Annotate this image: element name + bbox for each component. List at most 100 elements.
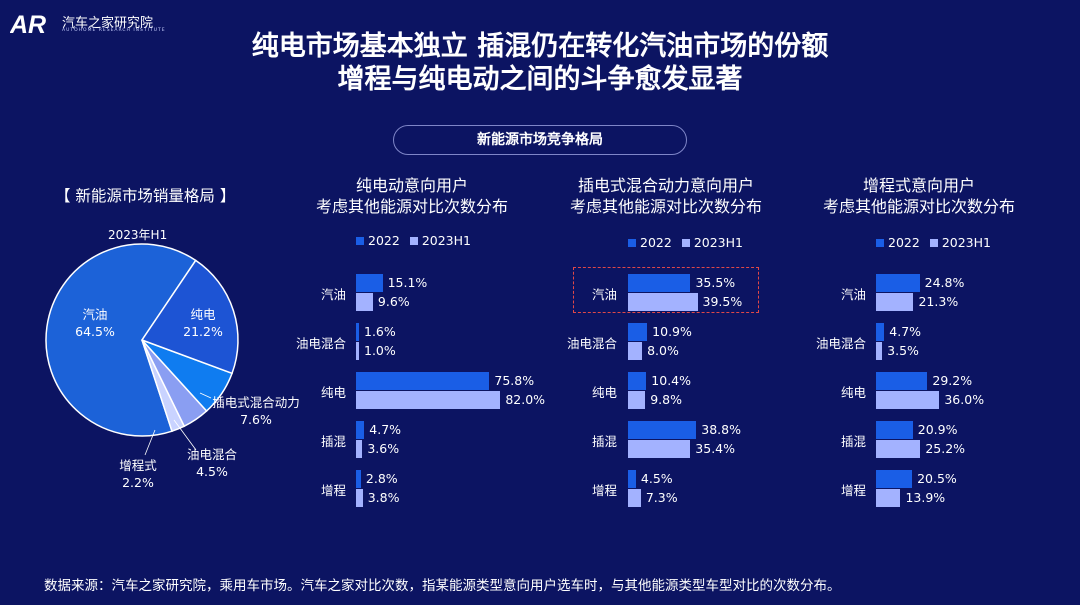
category-label: 插混 (591, 434, 617, 449)
bar-2023h1 (628, 440, 691, 458)
bar-2022 (628, 323, 648, 341)
bar-2022 (876, 421, 913, 439)
bar-value-label: 35.5% (695, 275, 736, 290)
bar-value-label: 25.2% (925, 441, 966, 456)
bar-2022 (876, 274, 920, 292)
category-label: 油电混合 (815, 336, 866, 351)
pie-label-value: 64.5% (75, 324, 115, 339)
bar-2023h1 (876, 391, 940, 409)
legend-swatch-2023h1 (929, 238, 938, 247)
legend-swatch-2022 (876, 238, 884, 247)
bar-value-label: 35.4% (695, 441, 736, 456)
pie-leader-line (144, 429, 156, 456)
category-label: 纯电 (320, 385, 346, 400)
panel3-legend: 2022 2023H1 (876, 235, 991, 250)
bar-value-label: 10.4% (651, 373, 692, 388)
bar-value-label: 75.8% (494, 373, 535, 388)
pie-label: 汽油 64.5% (56, 306, 134, 340)
category-label: 汽油 (591, 287, 617, 302)
legend-label-2022: 2022 (368, 233, 400, 248)
bar-value-label: 8.0% (647, 343, 679, 358)
brand-title: 汽车之家研究院 (62, 16, 154, 31)
source-note: 数据来源：汽车之家研究院，乘用车市场。汽车之家对比次数，指某能源类型意向用户选车… (44, 578, 841, 594)
bar-2022 (628, 274, 691, 292)
category-label: 油电混合 (295, 336, 346, 351)
bar-2022 (356, 421, 365, 439)
category-label: 增程 (320, 483, 346, 498)
pie-chart (45, 243, 239, 456)
brand-logo: AR (10, 11, 46, 38)
bar-value-label: 20.5% (917, 471, 957, 486)
bar-2022 (876, 470, 913, 488)
bar-2022 (356, 274, 383, 292)
pie-label-name: 增程式 (119, 458, 157, 473)
pie-label: 增程式 2.2% (108, 457, 168, 491)
pie-label-name: 插电式混合动力 (212, 395, 300, 410)
bar-2022 (356, 323, 359, 341)
pie-label-name: 油电混合 (186, 447, 237, 462)
bar-2022 (876, 323, 885, 341)
bar-2023h1 (876, 440, 921, 458)
bar-2022 (356, 470, 361, 488)
bar-value-label: 24.8% (924, 275, 965, 290)
bar-value-label: 13.9% (905, 490, 946, 505)
bar-value-label: 9.8% (650, 392, 682, 407)
pie-leader-line (173, 419, 197, 451)
category-label: 油电混合 (566, 336, 617, 351)
bar-value-label: 10.9% (652, 324, 692, 339)
bar-value-label: 1.6% (364, 324, 396, 339)
legend-swatch-2023h1 (681, 238, 690, 247)
bar-value-label: 3.8% (367, 490, 400, 505)
bar-2022 (628, 421, 697, 439)
bar-value-label: 1.0% (364, 343, 396, 358)
category-label: 汽油 (840, 287, 866, 302)
legend-label-2023h1: 2023H1 (421, 233, 471, 248)
category-label: 纯电 (840, 385, 866, 400)
pie-label-value: 2.2% (122, 475, 154, 490)
bar-value-label: 15.1% (387, 275, 428, 290)
bar-2022 (356, 372, 490, 390)
panel3-title-line2: 考虑其他能源对比次数分布 (822, 197, 1015, 216)
bar-2023h1 (876, 342, 883, 360)
bar-value-label: 38.8% (701, 422, 741, 437)
pie-slice-0 (45, 243, 197, 437)
svg-text:AR: AR (10, 11, 46, 38)
bar-2023h1 (876, 293, 914, 311)
page-title-line1: 纯电市场基本独立 插混仍在转化汽油市场的份额 (251, 31, 829, 62)
pie-title: 【 新能源市场销量格局 】 (55, 187, 236, 205)
bar-2023h1 (356, 440, 363, 458)
bar-2023h1 (628, 489, 641, 507)
pie-label: 插电式混合动力 7.6% (206, 394, 306, 428)
pie-label-value: 7.6% (240, 412, 272, 427)
bar-2023h1 (356, 293, 373, 311)
bar-2023h1 (628, 293, 698, 311)
pie-slice-1 (140, 259, 239, 375)
pie-label-name: 纯电 (190, 307, 216, 322)
category-label: 增程 (591, 483, 617, 498)
bar-value-label: 7.3% (645, 490, 678, 505)
bar-value-label: 29.2% (932, 373, 973, 388)
highlight-box (573, 267, 759, 313)
legend-label-2023h1: 2023H1 (693, 235, 743, 250)
bar-2023h1 (876, 489, 901, 507)
bar-value-label: 21.3% (918, 294, 959, 309)
panel1-title-line1: 纯电动意向用户 (355, 176, 468, 195)
pie-label: 油电混合 4.5% (180, 446, 244, 480)
bar-value-label: 3.6% (367, 441, 400, 456)
brand-subtitle: AUTOHOME RESEARCH INSTITUTE (62, 28, 166, 33)
bar-value-label: 36.0% (944, 392, 985, 407)
bar-2023h1 (356, 489, 363, 507)
section-label: 新能源市场竞争格局 (393, 125, 687, 155)
bar-value-label: 20.9% (917, 422, 958, 437)
bar-value-label: 39.5% (702, 294, 743, 309)
pie-label-value: 4.5% (196, 464, 228, 479)
bar-value-label: 9.6% (377, 294, 410, 309)
pie-label-name: 汽油 (82, 307, 108, 322)
category-label: 插混 (840, 434, 866, 449)
bar-value-label: 2.8% (365, 471, 398, 486)
legend-swatch-2022 (356, 236, 364, 245)
category-label: 插混 (320, 434, 346, 449)
legend-label-2023h1: 2023H1 (941, 235, 991, 250)
legend-swatch-2023h1 (409, 236, 418, 245)
bar-value-label: 4.5% (640, 471, 673, 486)
